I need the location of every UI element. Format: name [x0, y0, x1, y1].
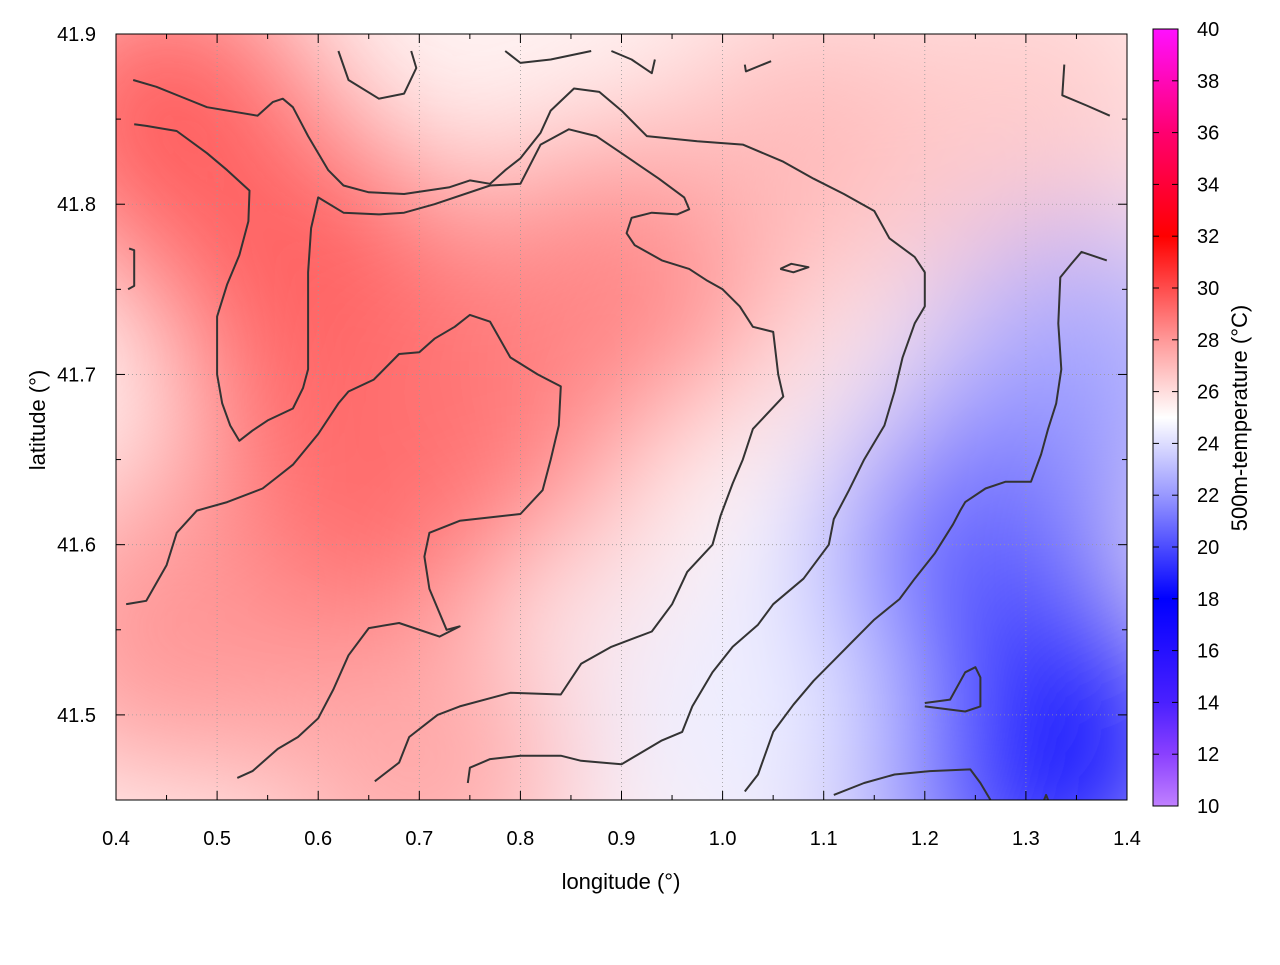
- x-tick-label: 1.1: [810, 828, 838, 850]
- colorbar: 10 12 14 16 18 20 22 24 26 28 30 32 34 36 38 40 500m-te…: [1152, 19, 1252, 818]
- contour-line: [134, 123, 785, 783]
- contour-line: [132, 79, 926, 784]
- colorbar-tick-label: 32: [1197, 226, 1219, 248]
- colorbar-tick-label: 22: [1197, 485, 1219, 507]
- field-sample: [875, 34, 1127, 270]
- contour-line: [924, 666, 982, 713]
- y-tick-labels: 41.5 41.6 41.7 41.8 41.9: [57, 24, 96, 727]
- x-tick-label: 1.0: [709, 828, 737, 850]
- grid-lines: [116, 34, 1127, 800]
- contour-line: [125, 313, 562, 779]
- colorbar-tick-label: 36: [1197, 123, 1219, 145]
- colorbar-tick-label: 24: [1197, 433, 1219, 455]
- field-sample: [116, 479, 317, 780]
- x-tick-label: 0.7: [405, 828, 433, 850]
- contour-lines: [125, 50, 1111, 800]
- colorbar-tick-label: 30: [1197, 278, 1219, 300]
- colorbar-title: 500m-temperature (°C): [1227, 305, 1252, 531]
- colorbar-tick-label: 34: [1197, 174, 1219, 196]
- colorbar-tick-label: 40: [1197, 19, 1219, 41]
- colorbar-tick-label: 12: [1197, 744, 1219, 766]
- contour-line: [1043, 793, 1050, 800]
- contour-line: [779, 262, 810, 274]
- y-tick-label: 41.6: [57, 535, 96, 557]
- x-tick-label: 0.9: [608, 828, 636, 850]
- y-axis-title: latitude (°): [25, 370, 50, 471]
- x-tick-label: 1.4: [1113, 828, 1141, 850]
- colorbar-tick-labels: 10 12 14 16 18 20 22 24 26 28 30 32 34 36 38 40: [1197, 19, 1219, 818]
- y-tick-label: 41.7: [57, 364, 96, 386]
- x-tick-label: 1.3: [1012, 828, 1040, 850]
- colorbar-ticks: [1153, 28, 1178, 807]
- x-tick-label: 0.5: [203, 828, 231, 850]
- colorbar-tick-label: 18: [1197, 589, 1219, 611]
- y-tick-label: 41.9: [57, 24, 96, 46]
- x-axis-title: longitude (°): [562, 869, 681, 894]
- field-sample: [592, 564, 893, 800]
- colorbar-tick-label: 16: [1197, 641, 1219, 663]
- contour-line: [744, 250, 1108, 793]
- colorbar-tick-label: 20: [1197, 537, 1219, 559]
- contour-line: [127, 247, 136, 291]
- colorbar-tick-label: 14: [1197, 692, 1219, 714]
- x-tick-label: 0.6: [304, 828, 332, 850]
- y-tick-label: 41.5: [57, 705, 96, 727]
- contour-line: [743, 60, 772, 73]
- colorbar-tick-label: 26: [1197, 382, 1219, 404]
- contour-line: [611, 50, 656, 75]
- x-tick-label: 1.2: [911, 828, 939, 850]
- axis-ticks: [115, 33, 1128, 800]
- contour-line: [1061, 64, 1111, 117]
- y-tick-label: 41.8: [57, 194, 96, 216]
- x-tick-labels: 0.4 0.5 0.6 0.7 0.8 0.9 1.0 1.1 1.2 1.3 1.4: [102, 828, 1141, 850]
- colorbar-tick-label: 28: [1197, 330, 1219, 352]
- contour-line: [337, 50, 418, 100]
- colorbar-tick-label: 10: [1197, 796, 1219, 818]
- field-sample: [269, 616, 570, 800]
- colorbar-gradient-bar: [1152, 28, 1179, 807]
- colorbar-tick-label: 38: [1197, 71, 1219, 93]
- x-tick-label: 0.4: [102, 828, 130, 850]
- contour-line: [833, 768, 992, 800]
- contour-line: [504, 50, 592, 64]
- x-tick-label: 0.8: [506, 828, 534, 850]
